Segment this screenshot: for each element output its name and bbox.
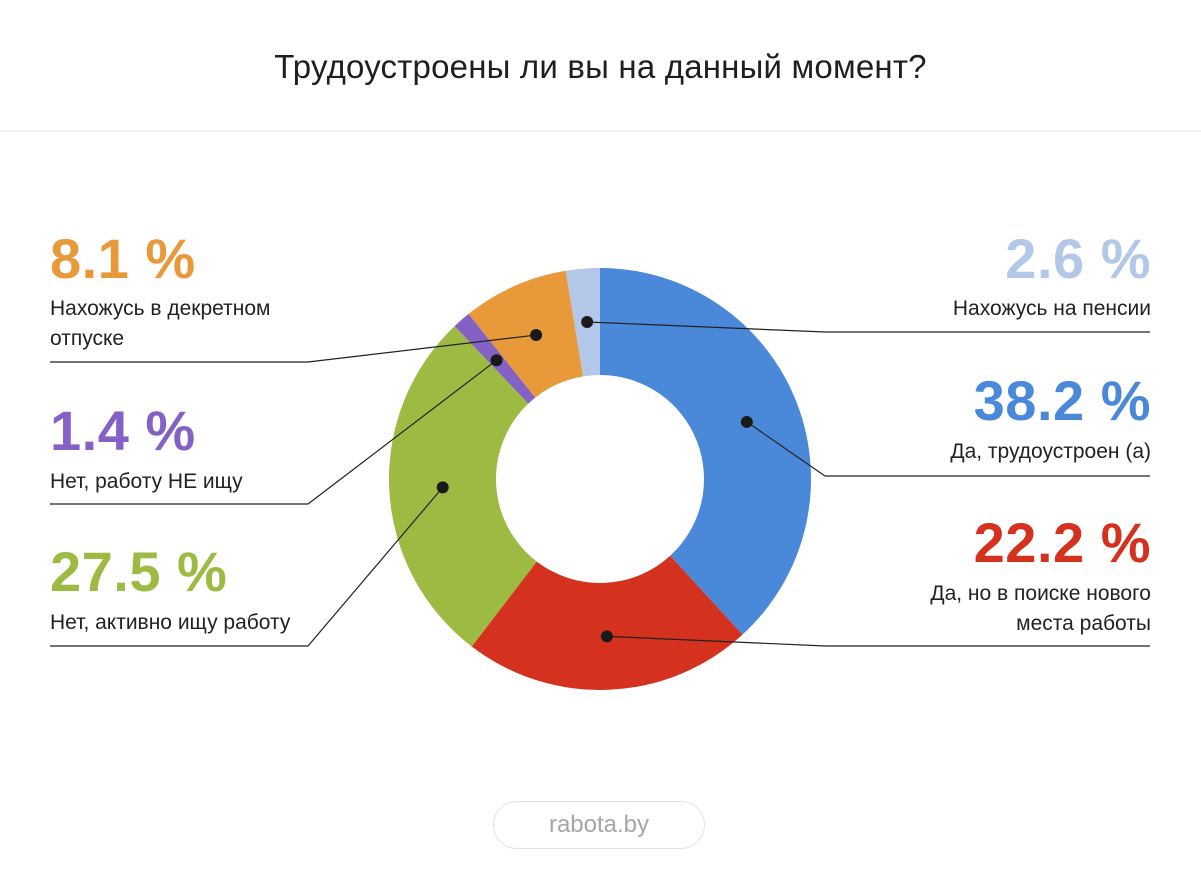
- header-divider: [0, 130, 1201, 132]
- leader-line-maternity: [50, 334, 537, 363]
- label-active-search: Нет, активно ищу работу: [50, 611, 291, 634]
- slice-searching-new: [471, 555, 743, 690]
- pct-maternity: 8.1 %: [50, 227, 196, 290]
- leader-dot-active-search: [436, 481, 449, 494]
- leader-line-active-search: [50, 487, 444, 647]
- donut-slices: [389, 268, 812, 690]
- leader-dot-searching-new: [600, 630, 613, 643]
- leader-dot-maternity: [530, 329, 543, 342]
- leader-dot-not-searching: [490, 354, 503, 367]
- leader-dot-retired: [581, 316, 594, 329]
- leader-lines: [50, 316, 1150, 647]
- slice-active-search: [389, 326, 537, 647]
- chart-title: Трудоустроены ли вы на данный момент?: [274, 48, 927, 85]
- pct-retired: 2.6 %: [1005, 227, 1151, 290]
- label-employed: Да, трудоустроен (а): [950, 440, 1151, 463]
- label-searching-new-line2: места работы: [1016, 612, 1151, 635]
- leader-line-not-searching: [50, 359, 497, 505]
- leader-line-searching-new: [606, 635, 1150, 647]
- slice-employed: [600, 268, 812, 635]
- label-maternity-line1: Нахожусь в декретном: [50, 297, 271, 320]
- label-retired: Нахожусь на пенсии: [952, 297, 1151, 320]
- brand-footer[interactable]: rabota.by: [493, 801, 705, 849]
- leader-line-retired: [587, 321, 1150, 333]
- pct-not-searching: 1.4 %: [50, 399, 196, 462]
- slice-maternity: [468, 270, 584, 398]
- pct-searching-new: 22.2 %: [973, 511, 1151, 574]
- leader-dot-employed: [740, 415, 753, 428]
- pct-employed: 38.2 %: [973, 369, 1151, 432]
- label-searching-new-line1: Да, но в поиске нового: [930, 582, 1151, 605]
- pct-active-search: 27.5 %: [50, 540, 228, 603]
- label-not-searching: Нет, работу НЕ ищу: [50, 470, 243, 493]
- leader-line-employed: [746, 421, 1150, 477]
- label-maternity-line2: отпуске: [50, 327, 125, 350]
